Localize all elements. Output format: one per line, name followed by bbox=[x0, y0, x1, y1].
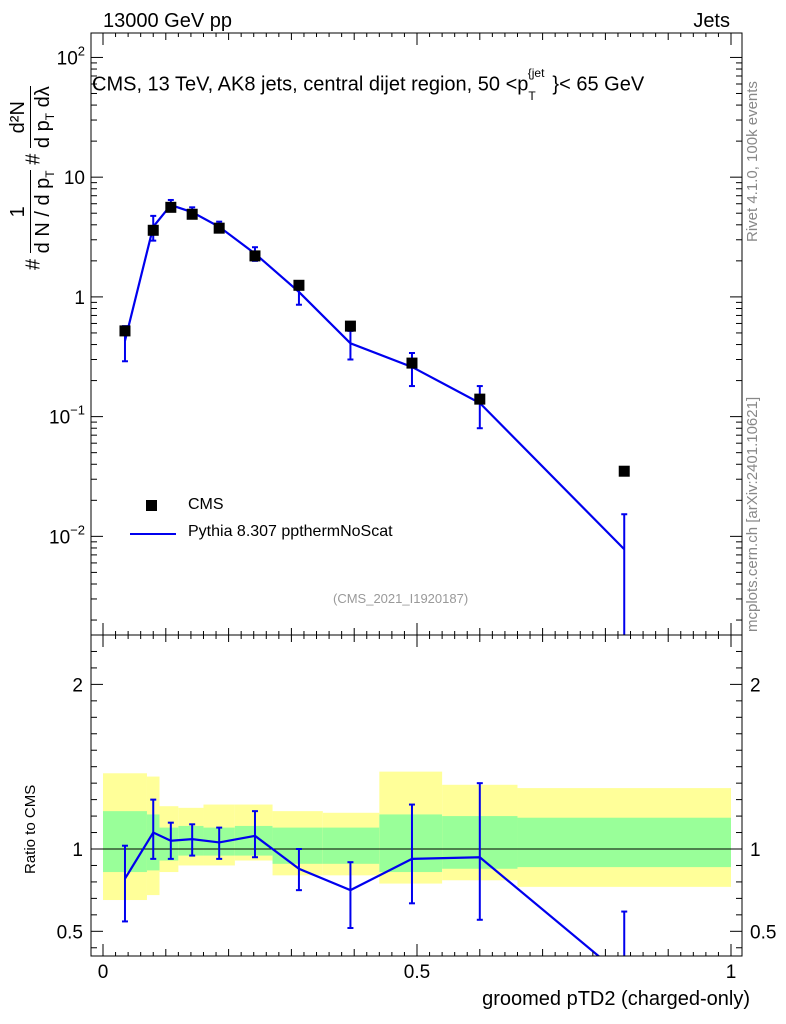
cms-data-point bbox=[119, 325, 131, 337]
band-inner-bin bbox=[517, 817, 731, 868]
main-mc-line bbox=[123, 203, 626, 551]
cms-data-point bbox=[293, 279, 305, 291]
band-inner-bin bbox=[159, 827, 179, 861]
band-inner-bin bbox=[379, 814, 443, 873]
ratio-series bbox=[121, 782, 628, 956]
cms-data-point bbox=[186, 208, 198, 220]
band-inner-bin bbox=[234, 825, 273, 856]
ratio-y-tick-label-right: 2 bbox=[750, 675, 761, 696]
cms-data-point bbox=[474, 393, 486, 405]
legend-cms-marker bbox=[146, 500, 157, 511]
x-tick-label: 0.5 bbox=[404, 962, 430, 983]
analysis-watermark: (CMS_2021_I1920187) bbox=[333, 591, 469, 606]
cms-data-point bbox=[249, 250, 261, 262]
cms-data-point bbox=[147, 224, 159, 236]
main-y-tick-label: 10−2 bbox=[49, 522, 85, 548]
main-frame bbox=[90, 32, 743, 636]
main-y-tick-label: 10−1 bbox=[49, 403, 85, 429]
main-y-tick-label: 102 bbox=[57, 43, 85, 69]
x-tick-label: 1 bbox=[726, 962, 737, 983]
plot-title: CMS, 13 TeV, AK8 jets, central dijet reg… bbox=[92, 66, 645, 103]
cms-data-point bbox=[344, 320, 356, 332]
legend-cms-label: CMS bbox=[188, 496, 224, 513]
legend-mc-label: Pythia 8.307 ppthermNoScat bbox=[188, 523, 393, 540]
header-left-label: 13000 GeV pp bbox=[103, 10, 232, 32]
header-right-label: Jets bbox=[693, 10, 730, 32]
ratio-uncertainty-bands bbox=[103, 771, 731, 901]
legend-mc-line bbox=[130, 533, 176, 535]
ratio-y-tick-label-left: 2 bbox=[72, 675, 83, 696]
cms-data-point bbox=[213, 222, 225, 234]
main-series bbox=[119, 198, 630, 635]
xlabel: groomed pTD2 (charged-only) bbox=[482, 988, 750, 1010]
band-inner-bin bbox=[272, 827, 323, 864]
ratio-y-tick-label-right: 1 bbox=[750, 840, 761, 861]
ratio-y-tick-label-left: 0.5 bbox=[57, 922, 83, 943]
ratio-y-tick-label-left: 1 bbox=[72, 840, 83, 861]
cms-data-point bbox=[165, 201, 177, 213]
axes: 0 0.5 1 102 10 1 10−1 10−2 2 2 1 1 0.5 0.5 bbox=[49, 32, 776, 983]
ratio-y-tick-label-right: 0.5 bbox=[750, 922, 776, 943]
x-tick-label: 0 bbox=[98, 962, 109, 983]
cms-data-point bbox=[406, 357, 418, 369]
main-y-tick-label: 1 bbox=[74, 288, 85, 309]
cms-data-point bbox=[618, 465, 630, 477]
main-y-tick-label: 10 bbox=[64, 168, 85, 189]
band-inner-bin bbox=[322, 827, 380, 864]
